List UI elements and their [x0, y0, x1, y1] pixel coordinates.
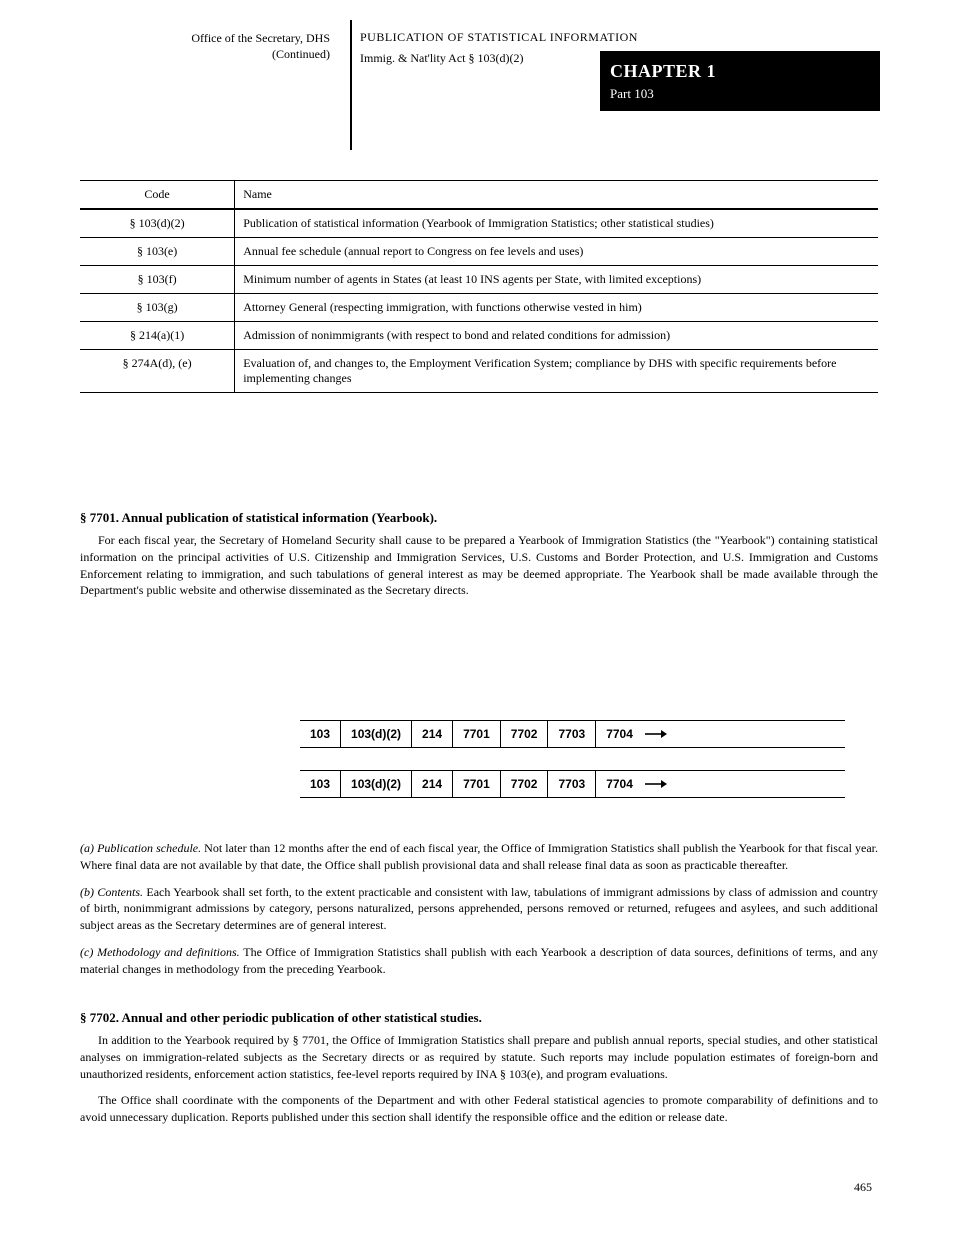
publication-line: PUBLICATION OF STATISTICAL INFORMATION [360, 30, 880, 45]
section-7701-p2: (a) Publication schedule. Not later than… [80, 840, 878, 874]
arrow-right-icon[interactable] [639, 729, 673, 739]
p4-lead: (c) Methodology and definitions. [80, 945, 240, 959]
cell-code: § 103(g) [80, 294, 235, 322]
table-row: § 103(g) Attorney General (respecting im… [80, 294, 878, 322]
section-7702-p1: In addition to the Yearbook required by … [80, 1032, 878, 1082]
section-7701-p1: For each fiscal year, the Secretary of H… [80, 532, 878, 599]
p2-lead: (a) Publication schedule. [80, 841, 201, 855]
section-7701-p4: (c) Methodology and definitions. The Off… [80, 944, 878, 978]
cell-name: Publication of statistical information (… [235, 209, 878, 238]
page-number: 465 [854, 1180, 872, 1195]
nav-row-2: 103 103(d)(2) 214 7701 7702 7703 7704 [300, 770, 845, 798]
section-7701-p3: (b) Contents. Each Yearbook shall set fo… [80, 884, 878, 934]
section-7701-title: § 7701. Annual publication of statistica… [80, 510, 878, 526]
nav-item[interactable]: 103 [300, 721, 341, 747]
nav-item[interactable]: 7703 [548, 771, 596, 797]
cell-name: Minimum number of agents in States (at l… [235, 266, 878, 294]
cell-code: § 103(f) [80, 266, 235, 294]
table-row: § 274A(d), (e) Evaluation of, and change… [80, 350, 878, 393]
cell-code: § 103(d)(2) [80, 209, 235, 238]
nav-item[interactable]: 214 [412, 721, 453, 747]
nav-item[interactable]: 7701 [453, 721, 501, 747]
table-row: § 103(e) Annual fee schedule (annual rep… [80, 238, 878, 266]
nav-item[interactable]: 214 [412, 771, 453, 797]
nav-item[interactable]: 7704 [596, 771, 639, 797]
nav-item[interactable]: 7702 [501, 721, 549, 747]
nav-item[interactable]: 7703 [548, 721, 596, 747]
col-header-name: Name [235, 181, 878, 210]
header-divider [350, 20, 352, 150]
cell-code: § 214(a)(1) [80, 322, 235, 350]
nav-row-1: 103 103(d)(2) 214 7701 7702 7703 7704 [300, 720, 845, 748]
p3-lead: (b) Contents. [80, 885, 143, 899]
chapter-box: CHAPTER 1 Part 103 [600, 51, 880, 111]
cell-code: § 274A(d), (e) [80, 350, 235, 393]
col-header-code: Code [80, 181, 235, 210]
statute-table: Code Name § 103(d)(2) Publication of sta… [80, 180, 878, 393]
cell-name: Evaluation of, and changes to, the Emplo… [235, 350, 878, 393]
office-line-1: Office of the Secretary, DHS [80, 30, 330, 46]
chapter-subtitle: Part 103 [610, 86, 870, 102]
nav-item[interactable]: 103(d)(2) [341, 721, 412, 747]
p3-body: Each Yearbook shall set forth, to the ex… [80, 885, 878, 933]
nav-item[interactable]: 7702 [501, 771, 549, 797]
nav-item[interactable]: 7701 [453, 771, 501, 797]
chapter-title: CHAPTER 1 [610, 61, 870, 82]
section-7702-p2: The Office shall coordinate with the com… [80, 1092, 878, 1126]
nav-item[interactable]: 7704 [596, 721, 639, 747]
table-row: § 103(d)(2) Publication of statistical i… [80, 209, 878, 238]
cell-name: Annual fee schedule (annual report to Co… [235, 238, 878, 266]
table-header-row: Code Name [80, 181, 878, 210]
office-line-2: (Continued) [80, 46, 330, 62]
arrow-right-icon[interactable] [639, 779, 673, 789]
cell-code: § 103(e) [80, 238, 235, 266]
table-row: § 103(f) Minimum number of agents in Sta… [80, 266, 878, 294]
nav-item[interactable]: 103 [300, 771, 341, 797]
section-7702-title: § 7702. Annual and other periodic public… [80, 1010, 878, 1026]
table-row: § 214(a)(1) Admission of nonimmigrants (… [80, 322, 878, 350]
doc-title: Immig. & Nat'lity Act § 103(d)(2) [360, 51, 523, 66]
cell-name: Admission of nonimmigrants (with respect… [235, 322, 878, 350]
nav-item[interactable]: 103(d)(2) [341, 771, 412, 797]
cell-name: Attorney General (respecting immigration… [235, 294, 878, 322]
